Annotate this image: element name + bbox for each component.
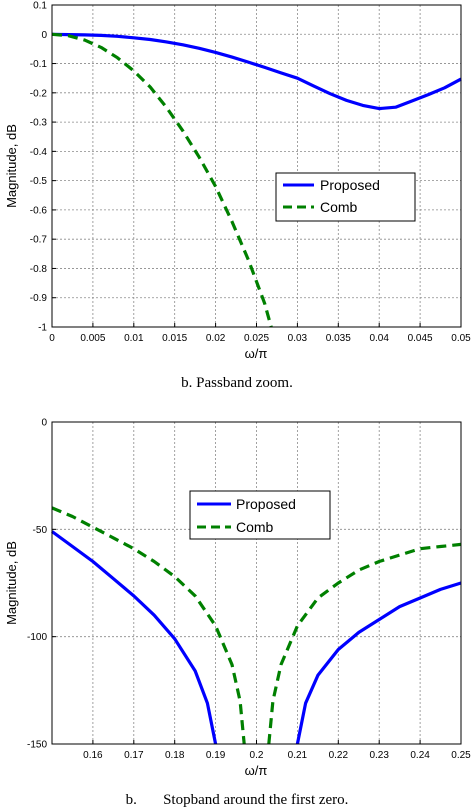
- x-tick-label: 0: [49, 333, 55, 344]
- legend-box: [189, 490, 331, 540]
- y-axis-label: Magnitude, dB: [4, 541, 19, 625]
- legend-label-proposed: Proposed: [236, 496, 296, 512]
- x-tick-label: 0.19: [206, 750, 226, 761]
- x-tick-label: 0.16: [83, 750, 103, 761]
- x-tick-label: 0.17: [124, 750, 144, 761]
- y-axis-label: Magnitude, dB: [4, 124, 19, 208]
- x-tick-label: 0.23: [369, 750, 389, 761]
- x-tick-label: 0.045: [408, 333, 433, 344]
- x-tick-label: 0.24: [410, 750, 430, 761]
- y-tick-label: -0.1: [30, 59, 48, 70]
- x-tick-label: 0.005: [80, 333, 105, 344]
- legend-box: [275, 172, 416, 222]
- y-tick-labels: 0 -50 -100 -150: [27, 418, 47, 751]
- y-tick-labels: 0.1 0 -0.1 -0.2 -0.3 -0.4 -0.5 -0.6 -0.7 -0.8 -0.9…: [30, 1, 48, 334]
- y-tick-label: -50: [33, 525, 48, 536]
- x-tick-label: 0.025: [244, 333, 269, 344]
- y-tick-label: -0.8: [30, 264, 48, 275]
- series-line-proposed: [51, 530, 218, 745]
- x-tick-label: 0.03: [288, 333, 308, 344]
- x-tick-label: 0.25: [451, 750, 471, 761]
- y-tick-label: -0.7: [30, 235, 48, 246]
- legend-label-comb: Comb: [236, 519, 274, 535]
- stopband-chart: 0.16 0.17 0.18 0.19 0.2 0.21 0.22 0.23 0.24 0.25 …: [4, 418, 471, 809]
- x-tick-label: 0.05: [451, 333, 471, 344]
- grid-lines: [51, 4, 462, 328]
- legend: Proposed Comb: [189, 490, 331, 540]
- y-tick-label: -0.3: [30, 118, 48, 129]
- passband-chart: 0 0.005 0.01 0.015 0.02 0.025 0.03 0.035 0.04 0.0…: [4, 1, 471, 392]
- series-line-proposed: [51, 32, 462, 111]
- y-tick-label: -1: [38, 323, 47, 334]
- x-tick-label: 0.04: [369, 333, 389, 344]
- x-tick-label: 0.22: [329, 750, 349, 761]
- y-tick-label: -0.9: [30, 293, 48, 304]
- caption-passband: b. Passband zoom.: [181, 375, 293, 391]
- series-line-comb: [51, 32, 273, 328]
- series-lines: [51, 506, 462, 745]
- y-tick-label: 0: [41, 30, 47, 41]
- series-line-comb: [267, 542, 462, 745]
- x-axis-label: ω/π: [245, 763, 268, 778]
- y-tick-label: 0.1: [33, 1, 47, 12]
- x-axis-label: ω/π: [245, 346, 268, 361]
- series-line-proposed: [295, 581, 462, 745]
- y-tick-label: -150: [27, 740, 47, 751]
- x-tick-label: 0.02: [206, 333, 226, 344]
- y-tick-label: 0: [41, 418, 47, 429]
- y-tick-label: -0.6: [30, 205, 48, 216]
- x-tick-label: 0.18: [165, 750, 185, 761]
- caption-stopband: b. Stopband around the first zero.: [126, 792, 349, 808]
- x-tick-label: 0.01: [124, 333, 144, 344]
- plot-border: [51, 4, 462, 328]
- legend-label-proposed: Proposed: [320, 177, 380, 193]
- x-tick-label: 0.2: [250, 750, 264, 761]
- legend: Proposed Comb: [275, 172, 416, 222]
- x-tick-label: 0.035: [326, 333, 351, 344]
- x-tick-labels: 0 0.005 0.01 0.015 0.02 0.025 0.03 0.035 0.04 0.0…: [49, 333, 471, 344]
- y-tick-label: -0.4: [30, 147, 48, 158]
- series-line-comb: [51, 506, 246, 745]
- y-tick-label: -0.2: [30, 88, 48, 99]
- y-tick-label: -0.5: [30, 176, 48, 187]
- series-lines: [51, 32, 462, 328]
- x-tick-label: 0.21: [288, 750, 308, 761]
- legend-label-comb: Comb: [320, 199, 358, 215]
- y-tick-label: -100: [27, 632, 47, 643]
- x-tick-label: 0.015: [162, 333, 187, 344]
- plot-border: [51, 421, 462, 745]
- x-tick-labels: 0.16 0.17 0.18 0.19 0.2 0.21 0.22 0.23 0.24 0.25: [83, 750, 471, 761]
